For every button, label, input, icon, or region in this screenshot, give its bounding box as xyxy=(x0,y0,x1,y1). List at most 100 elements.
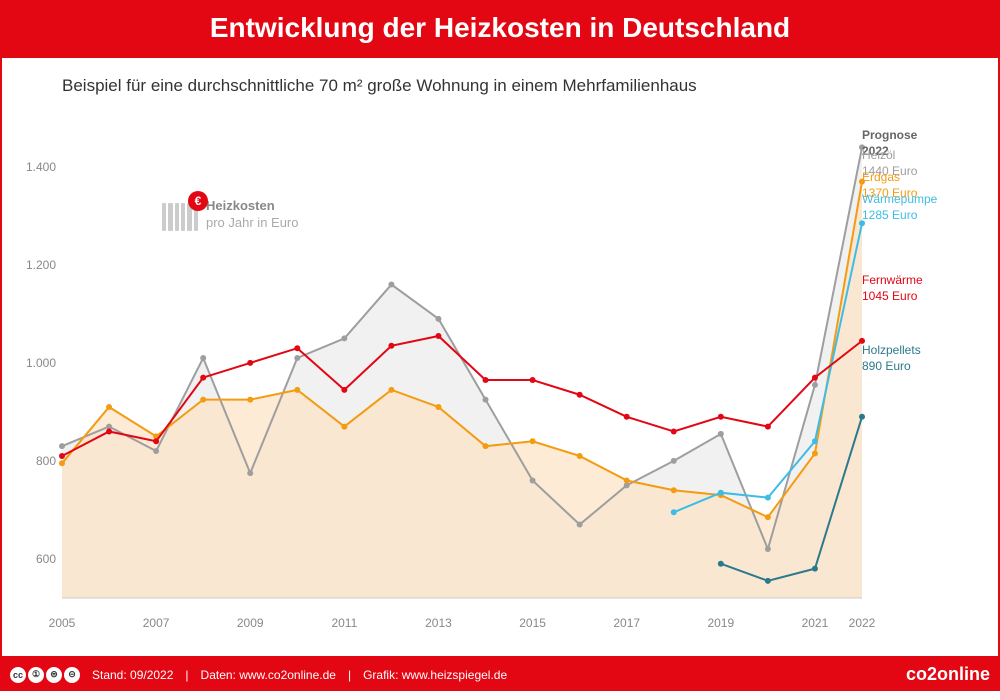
x-tick-label: 2022 xyxy=(849,616,876,630)
footer-bar: cc ① ⊜ ⊝ Stand: 09/2022 | Daten: www.co2… xyxy=(0,658,1000,691)
marker xyxy=(765,546,771,552)
icon-label-line1: Heizkosten xyxy=(206,198,299,215)
marker xyxy=(435,404,441,410)
marker xyxy=(718,414,724,420)
footer-left: cc ① ⊜ ⊝ Stand: 09/2022 | Daten: www.co2… xyxy=(10,667,507,683)
marker xyxy=(718,431,724,437)
y-tick-label: 800 xyxy=(36,454,56,468)
marker xyxy=(59,460,65,466)
by-icon: ① xyxy=(28,667,44,683)
x-tick-label: 2013 xyxy=(425,616,452,630)
marker xyxy=(765,495,771,501)
footer-stand: Stand: 09/2022 xyxy=(92,668,173,682)
legend-value: 1285 Euro xyxy=(862,208,937,224)
marker xyxy=(294,387,300,393)
chart-container: Beispiel für eine durchschnittliche 70 m… xyxy=(0,58,1000,658)
nd-icon: ⊝ xyxy=(64,667,80,683)
marker xyxy=(388,387,394,393)
marker xyxy=(530,438,536,444)
marker xyxy=(577,453,583,459)
x-tick-label: 2007 xyxy=(143,616,170,630)
marker xyxy=(577,522,583,528)
y-tick-label: 1.000 xyxy=(26,356,56,370)
legend-value: 1045 Euro xyxy=(862,289,923,305)
marker xyxy=(483,443,489,449)
x-tick-label: 2009 xyxy=(237,616,264,630)
legend-item: Fernwärme1045 Euro xyxy=(862,273,923,304)
marker xyxy=(671,458,677,464)
marker xyxy=(812,375,818,381)
marker xyxy=(59,453,65,459)
marker xyxy=(765,514,771,520)
legend-item: Wärmepumpe1285 Euro xyxy=(862,192,937,223)
legend: Prognose2022 Heizöl1440 EuroErdgas1370 E… xyxy=(862,128,982,161)
marker xyxy=(341,424,347,430)
y-axis: 6008001.0001.2001.400 xyxy=(22,118,62,598)
marker xyxy=(200,397,206,403)
x-tick-label: 2011 xyxy=(331,616,357,630)
marker xyxy=(812,438,818,444)
marker xyxy=(483,397,489,403)
icon-label: Heizkosten pro Jahr in Euro xyxy=(206,198,299,232)
marker xyxy=(153,438,159,444)
icon-label-line2: pro Jahr in Euro xyxy=(206,215,299,232)
legend-name: Fernwärme xyxy=(862,273,923,289)
marker xyxy=(530,477,536,483)
x-tick-label: 2017 xyxy=(613,616,640,630)
page-title: Entwicklung der Heizkosten in Deutschlan… xyxy=(0,12,1000,44)
marker xyxy=(483,377,489,383)
y-tick-label: 1.200 xyxy=(26,258,56,272)
legend-name: Wärmepumpe xyxy=(862,192,937,208)
marker xyxy=(624,477,630,483)
marker xyxy=(812,382,818,388)
cc-icon: cc xyxy=(10,667,26,683)
marker xyxy=(859,414,865,420)
marker xyxy=(718,490,724,496)
legend-item: Holzpellets890 Euro xyxy=(862,343,921,374)
marker xyxy=(247,360,253,366)
marker xyxy=(106,428,112,434)
marker xyxy=(765,424,771,430)
marker xyxy=(247,470,253,476)
marker xyxy=(200,375,206,381)
cc-license-icons: cc ① ⊜ ⊝ xyxy=(10,667,80,683)
marker xyxy=(765,578,771,584)
marker xyxy=(435,333,441,339)
marker xyxy=(59,443,65,449)
marker xyxy=(341,335,347,341)
legend-value: 890 Euro xyxy=(862,359,921,375)
header-bar: Entwicklung der Heizkosten in Deutschlan… xyxy=(0,0,1000,58)
footer-sep1: | xyxy=(185,668,188,682)
footer-daten: Daten: www.co2online.de xyxy=(201,668,336,682)
marker xyxy=(812,566,818,572)
line-chart-svg xyxy=(62,118,862,598)
footer-grafik: Grafik: www.heizspiegel.de xyxy=(363,668,507,682)
marker xyxy=(294,355,300,361)
marker xyxy=(577,392,583,398)
y-tick-label: 1.400 xyxy=(26,160,56,174)
x-tick-label: 2005 xyxy=(49,616,76,630)
plot-area xyxy=(62,118,862,598)
chart-subtitle: Beispiel für eine durchschnittliche 70 m… xyxy=(62,76,697,96)
marker xyxy=(388,282,394,288)
marker xyxy=(624,414,630,420)
meaning-icon-box: € Heizkosten pro Jahr in Euro xyxy=(162,198,299,232)
marker xyxy=(294,345,300,351)
marker xyxy=(153,448,159,454)
marker xyxy=(435,316,441,322)
marker xyxy=(341,387,347,393)
x-axis: 2005200720092011201320152017201920212022 xyxy=(62,616,862,636)
legend-name: Erdgas xyxy=(862,170,917,186)
co2online-logo: co2online xyxy=(906,664,990,685)
legend-name: Heizöl xyxy=(862,148,917,164)
marker xyxy=(106,404,112,410)
marker xyxy=(388,343,394,349)
sa-icon: ⊜ xyxy=(46,667,62,683)
marker xyxy=(247,397,253,403)
legend-name: Holzpellets xyxy=(862,343,921,359)
marker xyxy=(812,451,818,457)
x-tick-label: 2019 xyxy=(707,616,734,630)
x-tick-label: 2021 xyxy=(802,616,829,630)
marker xyxy=(200,355,206,361)
marker xyxy=(718,561,724,567)
